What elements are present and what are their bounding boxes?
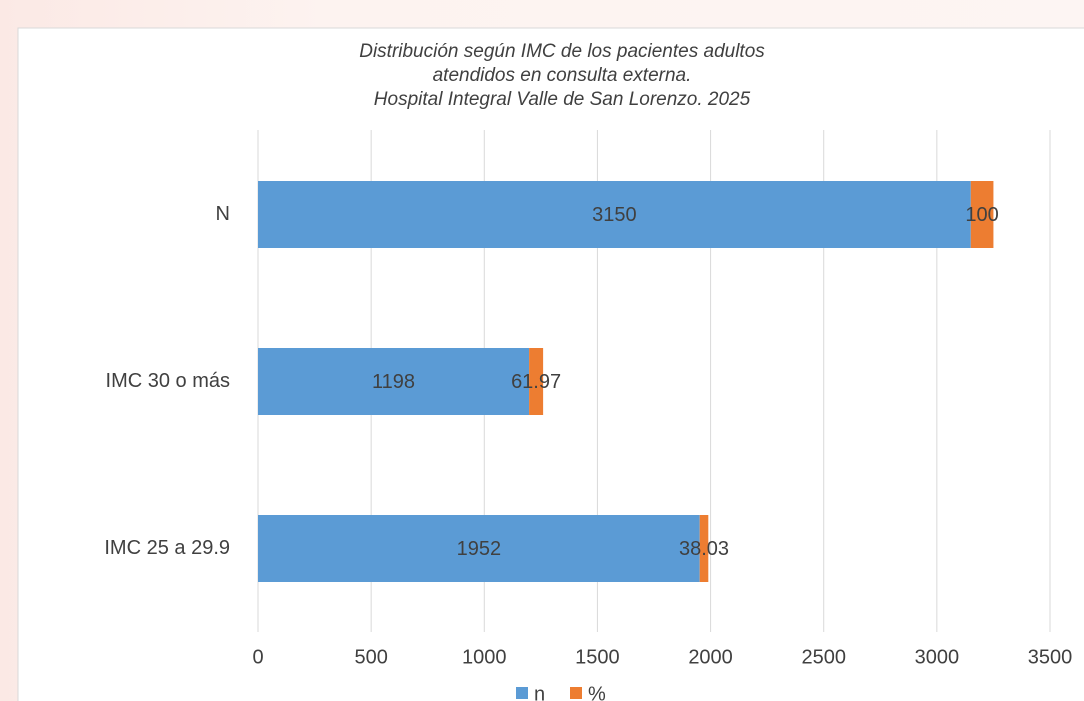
x-tick-label: 1000: [462, 646, 507, 668]
x-tick-label: 1500: [575, 646, 620, 668]
chart-area: [17, 27, 1084, 701]
x-tick-label: 500: [354, 646, 387, 668]
legend-swatch: [516, 687, 528, 699]
y-tick-label: IMC 25 a 29.9: [104, 537, 230, 559]
legend-label: n: [534, 683, 545, 701]
x-tick-label: 2500: [801, 646, 846, 668]
bar-segment: [258, 181, 971, 248]
data-label: 61.97: [511, 371, 561, 393]
chart-title: Distribución según IMC de los pacientes …: [359, 41, 765, 62]
bar-segment: [258, 348, 530, 415]
data-label: 1952: [457, 538, 502, 560]
legend-swatch: [570, 687, 582, 699]
legend-label: %: [588, 683, 606, 701]
x-tick-label: 0: [252, 646, 263, 668]
bar-segment: [970, 181, 994, 248]
data-label: 3150: [592, 204, 637, 226]
x-tick-label: 3000: [915, 646, 960, 668]
bar-segment: [699, 515, 709, 582]
chart-title: atendidos en consulta externa.: [433, 65, 692, 86]
y-tick-label: IMC 30 o más: [106, 370, 230, 392]
data-label: 1198: [372, 371, 415, 393]
chart-title: Hospital Integral Valle de San Lorenzo. …: [374, 89, 751, 110]
y-tick-label: N: [216, 203, 230, 225]
bar-segment: [529, 348, 544, 415]
x-tick-label: 3500: [1028, 646, 1073, 668]
data-label: 38.03: [679, 538, 729, 560]
x-tick-label: 2000: [688, 646, 733, 668]
data-label: 100: [965, 204, 998, 226]
bar-segment: [258, 515, 700, 582]
